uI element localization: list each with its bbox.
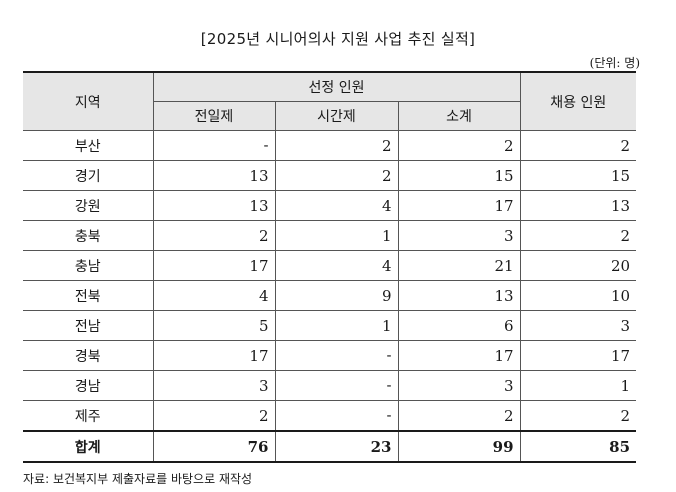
table-title: [2025년 시니어의사 지원 사업 추진 실적] [0,28,676,49]
cell-hired: 2 [520,401,636,432]
cell-part-time: 1 [275,311,398,341]
cell-hired: 1 [520,371,636,401]
cell-region: 경기 [23,161,153,191]
total-row: 합계 76 23 99 85 [23,431,636,462]
cell-region: 충북 [23,221,153,251]
cell-subtotal: 21 [398,251,520,281]
cell-hired: 17 [520,341,636,371]
cell-subtotal: 17 [398,191,520,221]
cell-part-time: 1 [275,221,398,251]
cell-part-time: 2 [275,131,398,161]
table-body: 부산 - 2 2 2 경기 13 2 15 15 강원 13 4 17 13 충… [23,131,636,463]
table-row: 제주 2 - 2 2 [23,401,636,432]
cell-subtotal: 17 [398,341,520,371]
cell-total-hired: 85 [520,431,636,462]
cell-full-time: - [153,131,275,161]
cell-hired: 3 [520,311,636,341]
cell-region: 경북 [23,341,153,371]
cell-subtotal: 2 [398,131,520,161]
cell-full-time: 17 [153,341,275,371]
source-note: 자료: 보건복지부 제출자료를 바탕으로 재작성 [23,470,252,487]
header-selected: 선정 인원 [153,72,520,102]
cell-region: 부산 [23,131,153,161]
cell-part-time: 4 [275,251,398,281]
cell-full-time: 2 [153,221,275,251]
cell-total-part-time: 23 [275,431,398,462]
cell-full-time: 17 [153,251,275,281]
table-row: 충북 2 1 3 2 [23,221,636,251]
table-row: 충남 17 4 21 20 [23,251,636,281]
header-full-time: 전일제 [153,102,275,131]
header-part-time: 시간제 [275,102,398,131]
cell-full-time: 4 [153,281,275,311]
cell-hired: 20 [520,251,636,281]
cell-total-full-time: 76 [153,431,275,462]
cell-hired: 2 [520,131,636,161]
cell-part-time: 2 [275,161,398,191]
cell-subtotal: 15 [398,161,520,191]
cell-region: 경남 [23,371,153,401]
cell-region: 전북 [23,281,153,311]
cell-subtotal: 2 [398,401,520,432]
cell-region: 강원 [23,191,153,221]
cell-full-time: 13 [153,161,275,191]
cell-part-time: - [275,371,398,401]
cell-part-time: - [275,401,398,432]
cell-subtotal: 13 [398,281,520,311]
table-row: 부산 - 2 2 2 [23,131,636,161]
cell-subtotal: 6 [398,311,520,341]
cell-full-time: 3 [153,371,275,401]
cell-hired: 10 [520,281,636,311]
cell-hired: 13 [520,191,636,221]
cell-subtotal: 3 [398,221,520,251]
cell-full-time: 5 [153,311,275,341]
table-row: 경기 13 2 15 15 [23,161,636,191]
table-row: 강원 13 4 17 13 [23,191,636,221]
table-row: 경남 3 - 3 1 [23,371,636,401]
cell-region: 제주 [23,401,153,432]
cell-total-label: 합계 [23,431,153,462]
cell-part-time: 4 [275,191,398,221]
unit-note: (단위: 명) [590,54,640,71]
table-row: 경북 17 - 17 17 [23,341,636,371]
table-row: 전남 5 1 6 3 [23,311,636,341]
table-row: 전북 4 9 13 10 [23,281,636,311]
header-row-top: 지역 선정 인원 채용 인원 [23,72,636,102]
header-region: 지역 [23,72,153,131]
cell-total-subtotal: 99 [398,431,520,462]
cell-part-time: 9 [275,281,398,311]
cell-subtotal: 3 [398,371,520,401]
cell-hired: 15 [520,161,636,191]
cell-region: 충남 [23,251,153,281]
cell-hired: 2 [520,221,636,251]
cell-region: 전남 [23,311,153,341]
cell-full-time: 2 [153,401,275,432]
performance-table: 지역 선정 인원 채용 인원 전일제 시간제 소계 부산 - 2 2 2 경기 … [23,71,636,463]
header-hired: 채용 인원 [520,72,636,131]
cell-part-time: - [275,341,398,371]
cell-full-time: 13 [153,191,275,221]
header-subtotal: 소계 [398,102,520,131]
